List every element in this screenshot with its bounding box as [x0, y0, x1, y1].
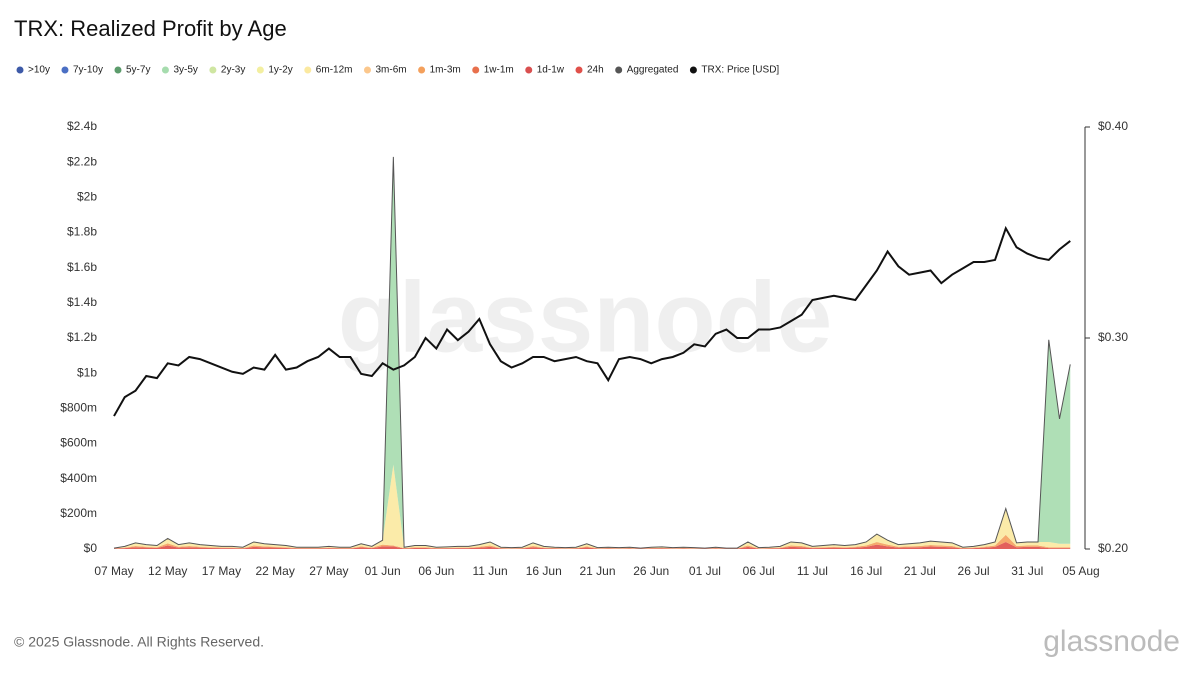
legend-label: 1d-1w — [537, 65, 565, 76]
chart-title: TRX: Realized Profit by Age — [14, 16, 287, 41]
x-tick-label: 01 Jun — [365, 564, 401, 578]
legend-marker — [61, 66, 69, 74]
y2-tick-label: $0.20 — [1098, 541, 1128, 555]
legend-marker — [209, 66, 217, 74]
legend-label: 6m-12m — [316, 65, 353, 76]
legend-label: Aggregated — [627, 65, 679, 76]
x-tick-label: 16 Jul — [850, 564, 882, 578]
area — [114, 534, 1071, 549]
y-tick-label: $2.2b — [67, 154, 97, 168]
x-tick-label: 01 Jul — [689, 564, 721, 578]
y-tick-label: $1.4b — [67, 295, 97, 309]
x-tick-label: 27 May — [309, 564, 348, 578]
y-tick-label: $200m — [60, 506, 97, 520]
legend-marker — [256, 66, 264, 74]
y-tick-label: $1.2b — [67, 330, 97, 344]
legend-label: 24h — [587, 65, 604, 76]
watermark: glassnode — [338, 261, 833, 373]
legend-marker — [363, 66, 371, 74]
legend-marker — [689, 66, 697, 74]
area — [114, 464, 1071, 549]
legend-marker — [418, 66, 426, 74]
legend-label: 5y-7y — [126, 65, 150, 76]
x-tick-label: 06 Jun — [418, 564, 454, 578]
y-tick-label: $400m — [60, 471, 97, 485]
y2-tick-label: $0.40 — [1098, 119, 1128, 133]
legend-marker — [304, 66, 312, 74]
area — [114, 464, 1071, 549]
legend-marker — [615, 66, 623, 74]
line — [113, 156, 1071, 549]
x-tick-label: 12 May — [148, 564, 187, 578]
x-tick-label: 26 Jun — [633, 564, 669, 578]
y-tick-label: $2.4b — [67, 119, 97, 133]
x-tick-label: 21 Jul — [904, 564, 936, 578]
legend-label: 1y-2y — [268, 65, 292, 76]
x-tick-label: 17 May — [202, 564, 241, 578]
legend-marker — [472, 66, 480, 74]
y-tick-label: $1b — [77, 365, 97, 379]
x-tick-label: 07 May — [94, 564, 133, 578]
y-tick-label: $800m — [60, 401, 97, 415]
legend-label: 2y-3y — [221, 65, 245, 76]
x-tick-label: 06 Jul — [743, 564, 775, 578]
legend-label: 1w-1m — [484, 65, 514, 76]
legend-marker — [525, 66, 533, 74]
x-tick-label: 11 Jul — [797, 564, 828, 578]
x-tick-label: 22 May — [255, 564, 294, 578]
legend-label: TRX: Price [USD] — [701, 65, 779, 76]
legend-marker — [16, 66, 24, 74]
legend-label: >10y — [28, 65, 50, 76]
y-tick-label: $0 — [84, 541, 98, 555]
y-tick-label: $1.6b — [67, 260, 97, 274]
legend-marker — [114, 66, 122, 74]
y-tick-label: $600m — [60, 436, 97, 450]
area — [114, 541, 1071, 549]
legend-label: 1m-3m — [430, 65, 461, 76]
y-tick-label: $1.8b — [67, 225, 97, 239]
x-tick-label: 05 Aug — [1062, 564, 1099, 578]
x-tick-label: 11 Jun — [472, 564, 507, 578]
x-tick-label: 26 Jul — [958, 564, 990, 578]
copyright: © 2025 Glassnode. All Rights Reserved. — [14, 634, 264, 650]
x-tick-label: 31 Jul — [1011, 564, 1043, 578]
line — [113, 225, 1071, 417]
y-tick-label: $2b — [77, 190, 97, 204]
y2-tick-label: $0.30 — [1098, 330, 1128, 344]
x-tick-label: 16 Jun — [526, 564, 562, 578]
legend-label: 3y-5y — [173, 65, 197, 76]
legend-label: 3m-6m — [375, 65, 406, 76]
legend-label: 7y-10y — [73, 65, 103, 76]
area — [114, 464, 1071, 549]
legend-marker — [161, 66, 169, 74]
legend-marker — [575, 66, 583, 74]
logo: glassnode — [1043, 625, 1180, 658]
x-tick-label: 21 Jun — [579, 564, 615, 578]
